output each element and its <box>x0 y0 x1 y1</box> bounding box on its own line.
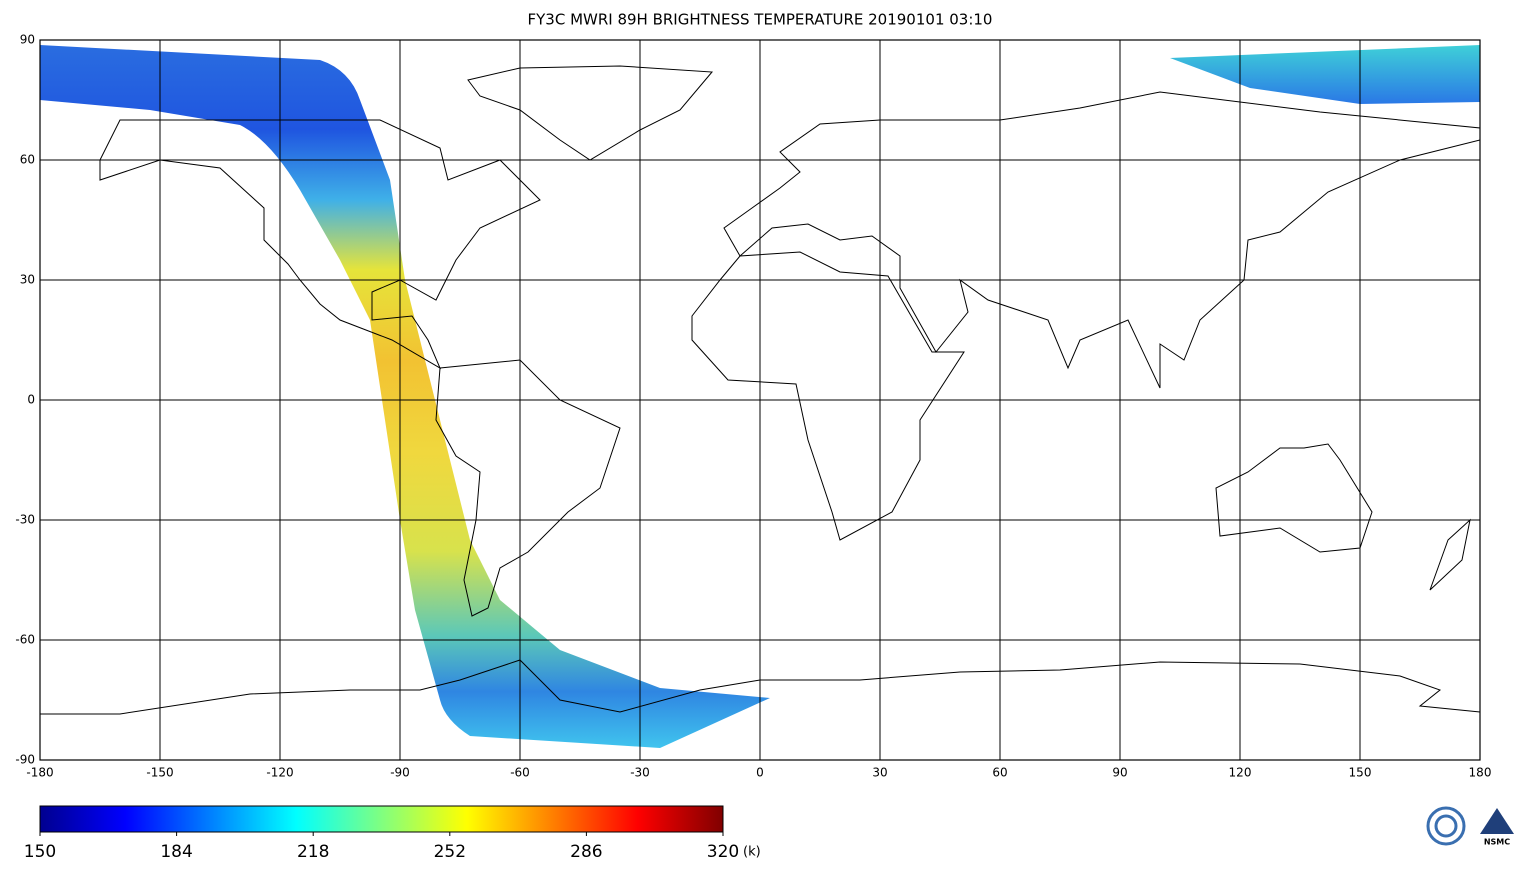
satellite-swath <box>1170 45 1480 104</box>
colorbar-tick-label: 286 <box>570 842 602 862</box>
x-tick-label: -150 <box>146 766 173 780</box>
x-tick-label: -60 <box>510 766 530 780</box>
satellite-swath <box>40 45 770 748</box>
coastlines <box>40 65 1481 715</box>
graticule: -180 -150 -120 -90 -60 -30 0 30 60 90 120 150 180 -90… <box>15 33 1491 780</box>
colorbar-tick-label: 184 <box>160 842 192 862</box>
colorbar-ticks: 150 184 218 252 286 320 (k) <box>24 832 761 862</box>
x-tick-label: 150 <box>1349 766 1372 780</box>
colorbar-tick-label: 320 <box>707 842 739 862</box>
x-tick-label: -90 <box>390 766 410 780</box>
y-tick-label: -30 <box>15 513 35 527</box>
map-frame <box>39 39 1481 761</box>
x-tick-label: 0 <box>756 766 764 780</box>
x-tick-label: 120 <box>1229 766 1252 780</box>
colorbar-unit: (k) <box>743 845 761 860</box>
x-tick-label: 180 <box>1469 766 1492 780</box>
logo: NSMC <box>1426 806 1514 847</box>
colorbar-tick-label: 150 <box>24 842 56 862</box>
map-title: FY3C MWRI 89H BRIGHTNESS TEMPERATURE 201… <box>528 11 993 29</box>
y-tick-label: 60 <box>20 153 35 167</box>
x-tick-label: 30 <box>872 766 887 780</box>
y-tick-label: -60 <box>15 633 35 647</box>
x-tick-label: -120 <box>266 766 293 780</box>
y-tick-label: 0 <box>27 393 35 407</box>
colorbar <box>39 805 724 833</box>
x-tick-label: 60 <box>992 766 1007 780</box>
x-tick-label: -30 <box>630 766 650 780</box>
colorbar-tick-label: 218 <box>297 842 329 862</box>
y-tick-label: -90 <box>15 753 35 767</box>
x-tick-label: -180 <box>26 766 53 780</box>
logo-text: NSMC <box>1484 838 1510 847</box>
y-tick-label: 30 <box>20 273 35 287</box>
colorbar-tick-label: 252 <box>434 842 466 862</box>
y-tick-label: 90 <box>20 33 35 47</box>
x-tick-label: 90 <box>1112 766 1127 780</box>
